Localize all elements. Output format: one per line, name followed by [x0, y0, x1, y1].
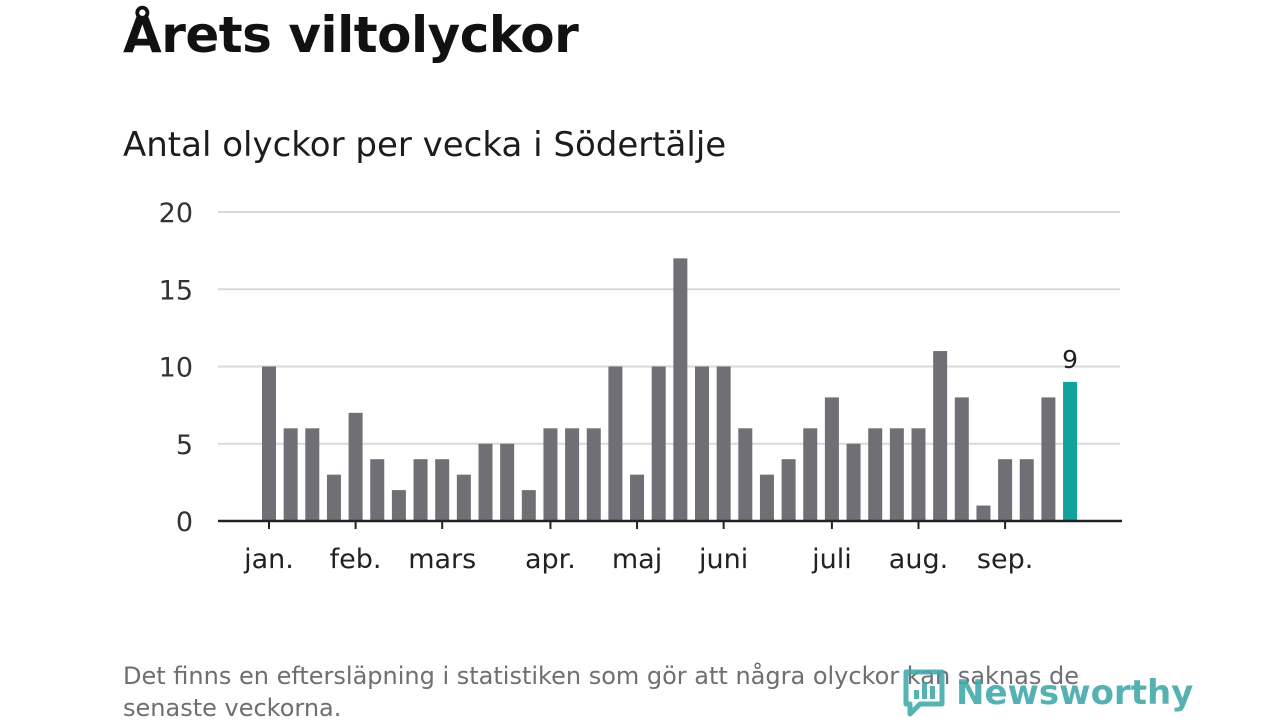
chart-title: Årets viltolyckor — [123, 6, 579, 64]
bar — [824, 397, 839, 521]
bar — [305, 428, 320, 521]
y-tick-label: 0 — [176, 507, 193, 538]
bar-highlight — [1063, 381, 1078, 521]
footnote: Det finns en eftersläpning i statistiken… — [123, 662, 1079, 722]
bar — [673, 258, 688, 521]
bar — [348, 412, 363, 521]
bar — [889, 428, 904, 521]
x-tick-label: juli — [811, 544, 852, 575]
y-tick-label: 20 — [159, 198, 193, 229]
bar — [781, 459, 796, 521]
bar — [262, 366, 276, 521]
x-tick-label: aug. — [889, 544, 948, 575]
bar — [738, 428, 753, 521]
x-tick-label: jan. — [243, 544, 294, 575]
bar — [716, 366, 731, 521]
bar — [651, 366, 666, 521]
bar — [413, 459, 428, 521]
bar — [759, 474, 774, 521]
data-labels: 9 — [1062, 345, 1078, 374]
bar — [803, 428, 818, 521]
bar — [435, 459, 450, 521]
y-axis-ticks: 0 5 10 15 20 — [159, 198, 193, 538]
data-label-last-week: 9 — [1062, 345, 1078, 374]
bar — [630, 474, 645, 521]
bar — [565, 428, 580, 521]
x-tick-label: juni — [698, 544, 748, 575]
y-tick-label: 5 — [176, 430, 193, 461]
x-tick-label: apr. — [525, 544, 576, 575]
x-axis-ticks: jan. feb. mars apr. maj juni juli aug. sep. — [243, 521, 1033, 575]
y-tick-label: 10 — [159, 353, 193, 384]
bar — [608, 366, 623, 521]
bar — [543, 428, 558, 521]
gridlines — [218, 211, 1120, 445]
bar — [391, 490, 406, 521]
bar — [976, 505, 991, 521]
newsworthy-logo: Newsworthy — [902, 668, 1193, 718]
x-tick-label: maj — [612, 544, 662, 575]
bar — [283, 428, 298, 521]
bar — [326, 474, 341, 521]
bar — [521, 490, 536, 521]
bar — [456, 474, 471, 521]
bar — [500, 443, 515, 521]
bars — [262, 258, 1078, 521]
bar — [868, 428, 883, 521]
x-tick-label: mars — [408, 544, 476, 575]
bar — [954, 397, 969, 521]
bar-chart: 0 5 10 15 20 jan. feb. mars apr. maj juni juli aug.… — [159, 198, 1122, 575]
chart-subtitle: Antal olyckor per vecka i Södertälje — [123, 125, 727, 165]
bar — [846, 443, 861, 521]
y-tick-label: 15 — [159, 275, 193, 306]
bar — [933, 351, 948, 521]
x-tick-label: sep. — [977, 544, 1033, 575]
newsworthy-logo-text: Newsworthy — [956, 673, 1194, 713]
bar — [998, 459, 1013, 521]
x-tick-label: feb. — [330, 544, 382, 575]
bar — [911, 428, 926, 521]
bar — [586, 428, 601, 521]
bar — [1041, 397, 1056, 521]
bar — [478, 443, 493, 521]
bar — [370, 459, 385, 521]
bar — [695, 366, 709, 521]
bar — [1019, 459, 1034, 521]
newsworthy-logo-icon — [903, 669, 945, 717]
